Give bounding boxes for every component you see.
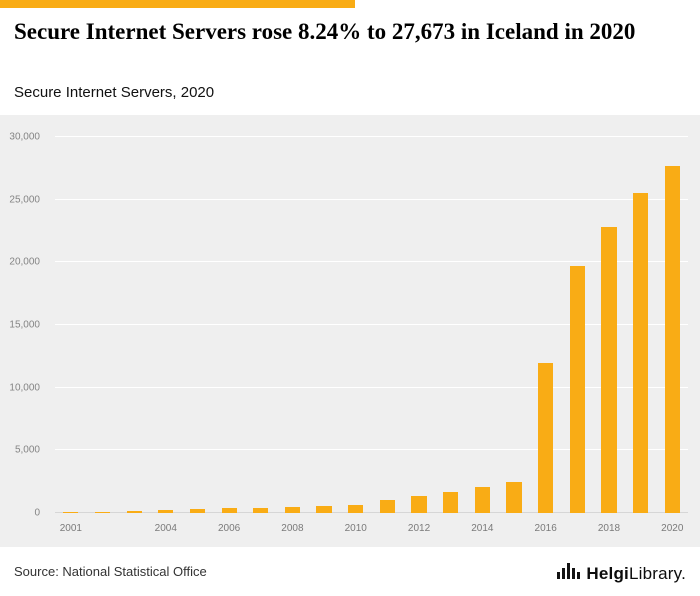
gridline <box>55 198 688 200</box>
chart-bar <box>538 363 554 513</box>
bar-slot <box>308 137 340 513</box>
bar-slot <box>340 137 372 513</box>
x-tick-label: 2006 <box>217 523 241 534</box>
x-tick-label <box>625 523 657 539</box>
bar-slot <box>118 137 150 513</box>
gridline <box>55 324 688 325</box>
x-tick-label <box>562 523 594 539</box>
bar-slot <box>372 137 404 513</box>
x-tick-label: 2016 <box>534 523 557 534</box>
chart-bar <box>284 507 301 513</box>
x-tick-label: 2018 <box>597 523 621 534</box>
bar-chart: 0 5,000 10,000 15,000 20,000 25,000 30,000 200… <box>0 115 700 547</box>
logo-text: HelgiLibrary. <box>586 564 686 583</box>
bar-slot <box>530 137 562 513</box>
bar-slot <box>150 137 182 513</box>
y-tick-label: 25,000 <box>9 194 40 206</box>
bar-slot <box>435 137 467 513</box>
bar-slot <box>55 137 87 513</box>
x-tick-label <box>87 523 119 539</box>
chart-bar <box>443 491 459 513</box>
chart-bar <box>63 512 79 513</box>
bar-slot <box>625 137 657 513</box>
x-tick-label <box>372 523 404 539</box>
chart-bar <box>379 500 395 513</box>
chart-bar <box>253 507 269 513</box>
x-tick-label: 2014 <box>471 523 494 534</box>
x-tick-label: 2010 <box>344 523 367 534</box>
gridline <box>55 136 688 137</box>
chart-subtitle: Secure Internet Servers, 2020 <box>14 84 215 101</box>
y-tick-label: 0 <box>34 507 40 519</box>
helgilibrary-logo[interactable]: HelgiLibrary. <box>557 559 686 584</box>
chart-bar <box>601 227 617 513</box>
x-tick-label <box>182 523 214 539</box>
chart-bar <box>664 166 680 513</box>
y-tick-label: 15,000 <box>9 319 40 331</box>
accent-top-bar <box>0 0 355 8</box>
chart-bar <box>94 511 111 513</box>
bar-slot <box>498 137 530 513</box>
y-tick-label: 20,000 <box>9 256 40 268</box>
gridline <box>55 512 688 513</box>
bars-container <box>55 137 688 513</box>
bar-slot <box>403 137 435 513</box>
bar-slot <box>656 137 688 513</box>
chart-bar <box>569 266 585 513</box>
bar-slot <box>562 137 594 513</box>
x-axis-labels: 2001 2004 2006 2008 2010 2012 2014 2016 2018 2020 <box>55 523 688 539</box>
plot-area <box>55 136 688 513</box>
chart-bar <box>158 509 174 513</box>
x-tick-label: 2001 <box>59 523 82 534</box>
bar-slot <box>593 137 625 513</box>
y-tick-label: 10,000 <box>9 382 40 394</box>
x-tick-label: 2020 <box>661 523 684 534</box>
bar-slot <box>467 137 499 513</box>
x-tick-label <box>118 523 150 539</box>
y-tick-label: 5,000 <box>14 444 40 456</box>
chart-bar <box>506 481 522 513</box>
gridline <box>55 386 688 388</box>
x-tick-label: 2008 <box>281 523 304 534</box>
chart-bar <box>316 506 332 513</box>
chart-bar <box>221 508 237 513</box>
bar-slot <box>277 137 309 513</box>
chart-bar <box>474 486 490 513</box>
x-tick-label <box>308 523 340 539</box>
y-axis-labels: 0 5,000 10,000 15,000 20,000 25,000 30,000 <box>0 132 48 519</box>
chart-header: Secure Internet Servers rose 8.24% to 27… <box>0 0 700 115</box>
footer: Source: National Statistical Office Helg… <box>0 547 700 596</box>
x-tick-label <box>245 523 277 539</box>
chart-bar <box>411 496 427 513</box>
bar-chart-icon <box>557 559 581 584</box>
chart-bar <box>126 510 142 513</box>
x-tick-label: 2004 <box>154 523 177 534</box>
chart-bar <box>189 509 206 513</box>
source-text: Source: National Statistical Office <box>14 564 207 579</box>
chart-bar <box>633 192 649 513</box>
x-tick-label <box>498 523 530 539</box>
gridline <box>55 449 688 451</box>
y-tick-label: 30,000 <box>9 131 40 143</box>
chart-bar <box>348 504 364 513</box>
x-tick-label: 2012 <box>407 523 431 534</box>
gridline <box>55 261 688 263</box>
bar-slot <box>213 137 245 513</box>
bar-slot <box>87 137 119 513</box>
page-title: Secure Internet Servers rose 8.24% to 27… <box>14 19 636 44</box>
bar-slot <box>245 137 277 513</box>
x-tick-label <box>435 523 467 539</box>
bar-slot <box>182 137 214 513</box>
